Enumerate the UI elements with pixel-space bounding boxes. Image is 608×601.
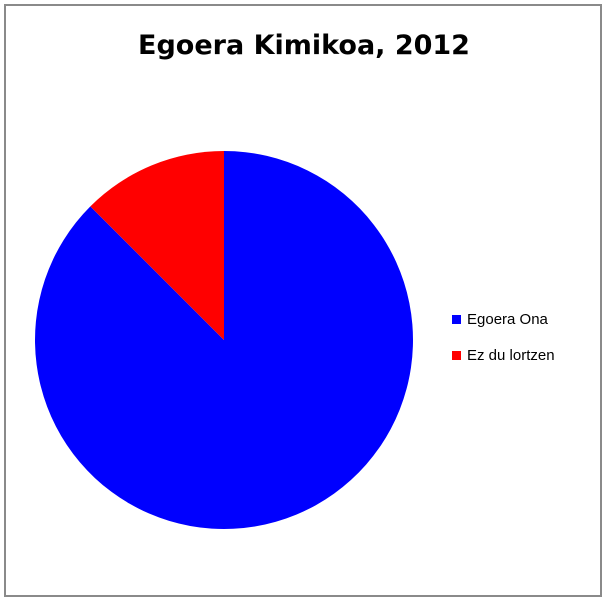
chart-legend: Egoera Ona Ez du lortzen	[452, 308, 555, 380]
legend-item: Ez du lortzen	[452, 344, 555, 366]
legend-item: Egoera Ona	[452, 308, 555, 330]
legend-label: Ez du lortzen	[467, 346, 555, 364]
legend-swatch-red	[452, 350, 461, 360]
pie-slice-ez-du-lortzen	[90, 151, 225, 340]
pie-slice-egoera-ona	[34, 151, 413, 530]
legend-label: Egoera Ona	[467, 310, 548, 328]
legend-swatch-blue	[452, 314, 461, 324]
chart-title: Egoera Kimikoa, 2012	[138, 30, 470, 61]
